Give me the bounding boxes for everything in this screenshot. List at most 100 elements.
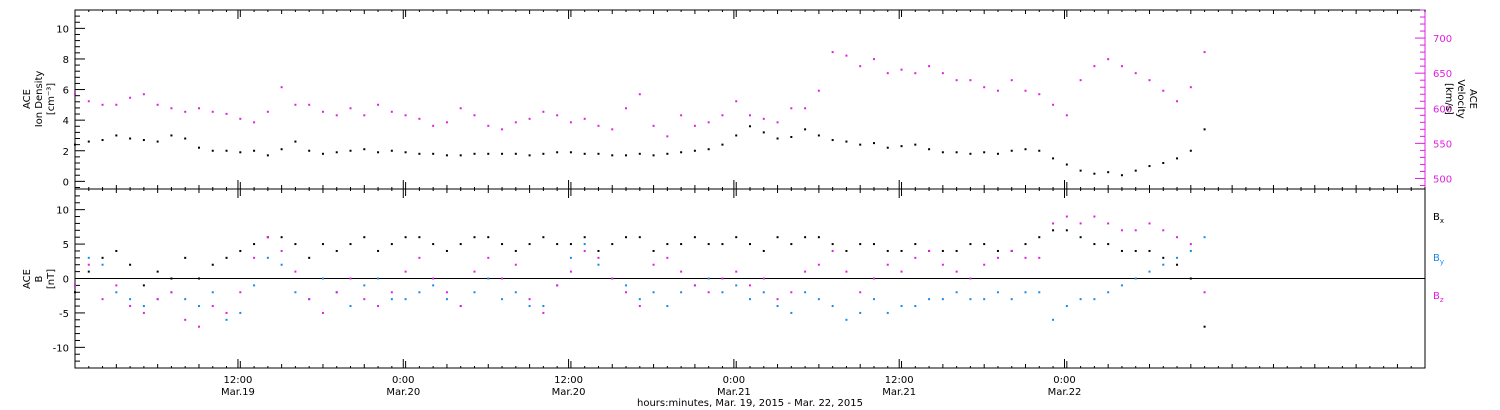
bx-point [418,236,421,239]
by-point [817,298,820,301]
by-point [804,291,807,294]
bx-point [184,256,187,259]
density-point [253,149,256,152]
by-point [404,298,407,301]
density-point [1120,174,1123,177]
bx-point [170,277,173,280]
density-point [542,152,545,155]
bz-point [239,291,242,294]
velocity-point [308,103,311,106]
velocity-point [404,114,407,117]
x-tick-sublabel: Mar.21 [717,387,751,398]
density-point [666,152,669,155]
bz-point [983,263,986,266]
by-point [1107,291,1110,294]
density-point [556,151,559,154]
density-point [101,139,104,142]
density-point [1079,169,1082,172]
velocity-point [170,107,173,110]
bx-point [941,249,944,252]
velocity-point [211,110,214,113]
velocity-point [1024,89,1027,92]
velocity-point [225,112,228,115]
by-point [969,298,972,301]
by-point [184,298,187,301]
legend-bz: Bz [1433,291,1444,304]
bx-point [859,243,862,246]
by-point [418,291,421,294]
bz-point [211,305,214,308]
bz-point [266,236,269,239]
bz-point [170,291,173,294]
bottom-legend: Bx By Bz [1433,212,1444,304]
velocity-point [680,114,683,117]
x-tick-sublabel: Mar.20 [552,387,586,398]
bz-point [652,263,655,266]
top-left-axis: 0 2 4 6 8 10 [56,15,85,188]
by-point [197,305,200,308]
by-point [831,305,834,308]
velocity-point [432,124,435,127]
bx-point [1107,243,1110,246]
bx-point [115,249,118,252]
velocity-point [597,124,600,127]
velocity-point [928,65,931,68]
bx-point [556,243,559,246]
bz-point [969,277,972,280]
x-tick-sublabel: Mar.22 [1048,387,1082,398]
bz-point [845,270,848,273]
velocity-point [253,121,256,124]
by-point [569,256,572,259]
bz-point [941,263,944,266]
bz-point [859,291,862,294]
bz-point [1052,222,1055,225]
bottom-left-tick-label: 5 [63,240,69,251]
by-point [115,291,118,294]
velocity-point [294,103,297,106]
by-point [1203,236,1206,239]
velocity-point [501,128,504,131]
bx-point [680,243,683,246]
bz-point [253,256,256,259]
velocity-point [776,121,779,124]
x-tick-sublabel: Mar.20 [386,387,420,398]
x-tick-label: 12:00 [224,375,253,386]
density-point [74,143,76,146]
density-point [638,152,641,155]
velocity-point [487,124,490,127]
bz-point [886,263,889,266]
density-point [569,151,572,154]
by-point [1024,291,1027,294]
density-point [129,137,132,140]
bx-point [955,249,958,252]
bz-point [666,256,669,259]
bx-point [597,249,600,252]
density-point [294,140,297,143]
density-point [804,128,807,131]
velocity-point [1189,86,1192,89]
bz-point [308,298,311,301]
by-point [707,277,710,280]
bz-point [680,270,683,273]
bz-point [1148,222,1151,225]
velocity-point [528,117,531,120]
velocity-point [941,72,944,75]
density-point [1176,157,1179,160]
velocity-point [996,89,999,92]
bx-point [363,236,366,239]
bx-point [1052,229,1055,232]
bx-point [432,243,435,246]
velocity-point [335,114,338,117]
bx-point [459,243,462,246]
bx-point [280,236,283,239]
bx-point [156,270,159,273]
bz-point [1065,215,1068,218]
density-point [445,154,448,157]
bx-point [211,263,214,266]
bx-point [239,249,242,252]
bz-point [445,291,448,294]
bx-point [845,249,848,252]
velocity-point [115,103,118,106]
bottom-left-axis: -10 -5 0 5 10 [53,188,85,369]
by-point [253,284,256,287]
